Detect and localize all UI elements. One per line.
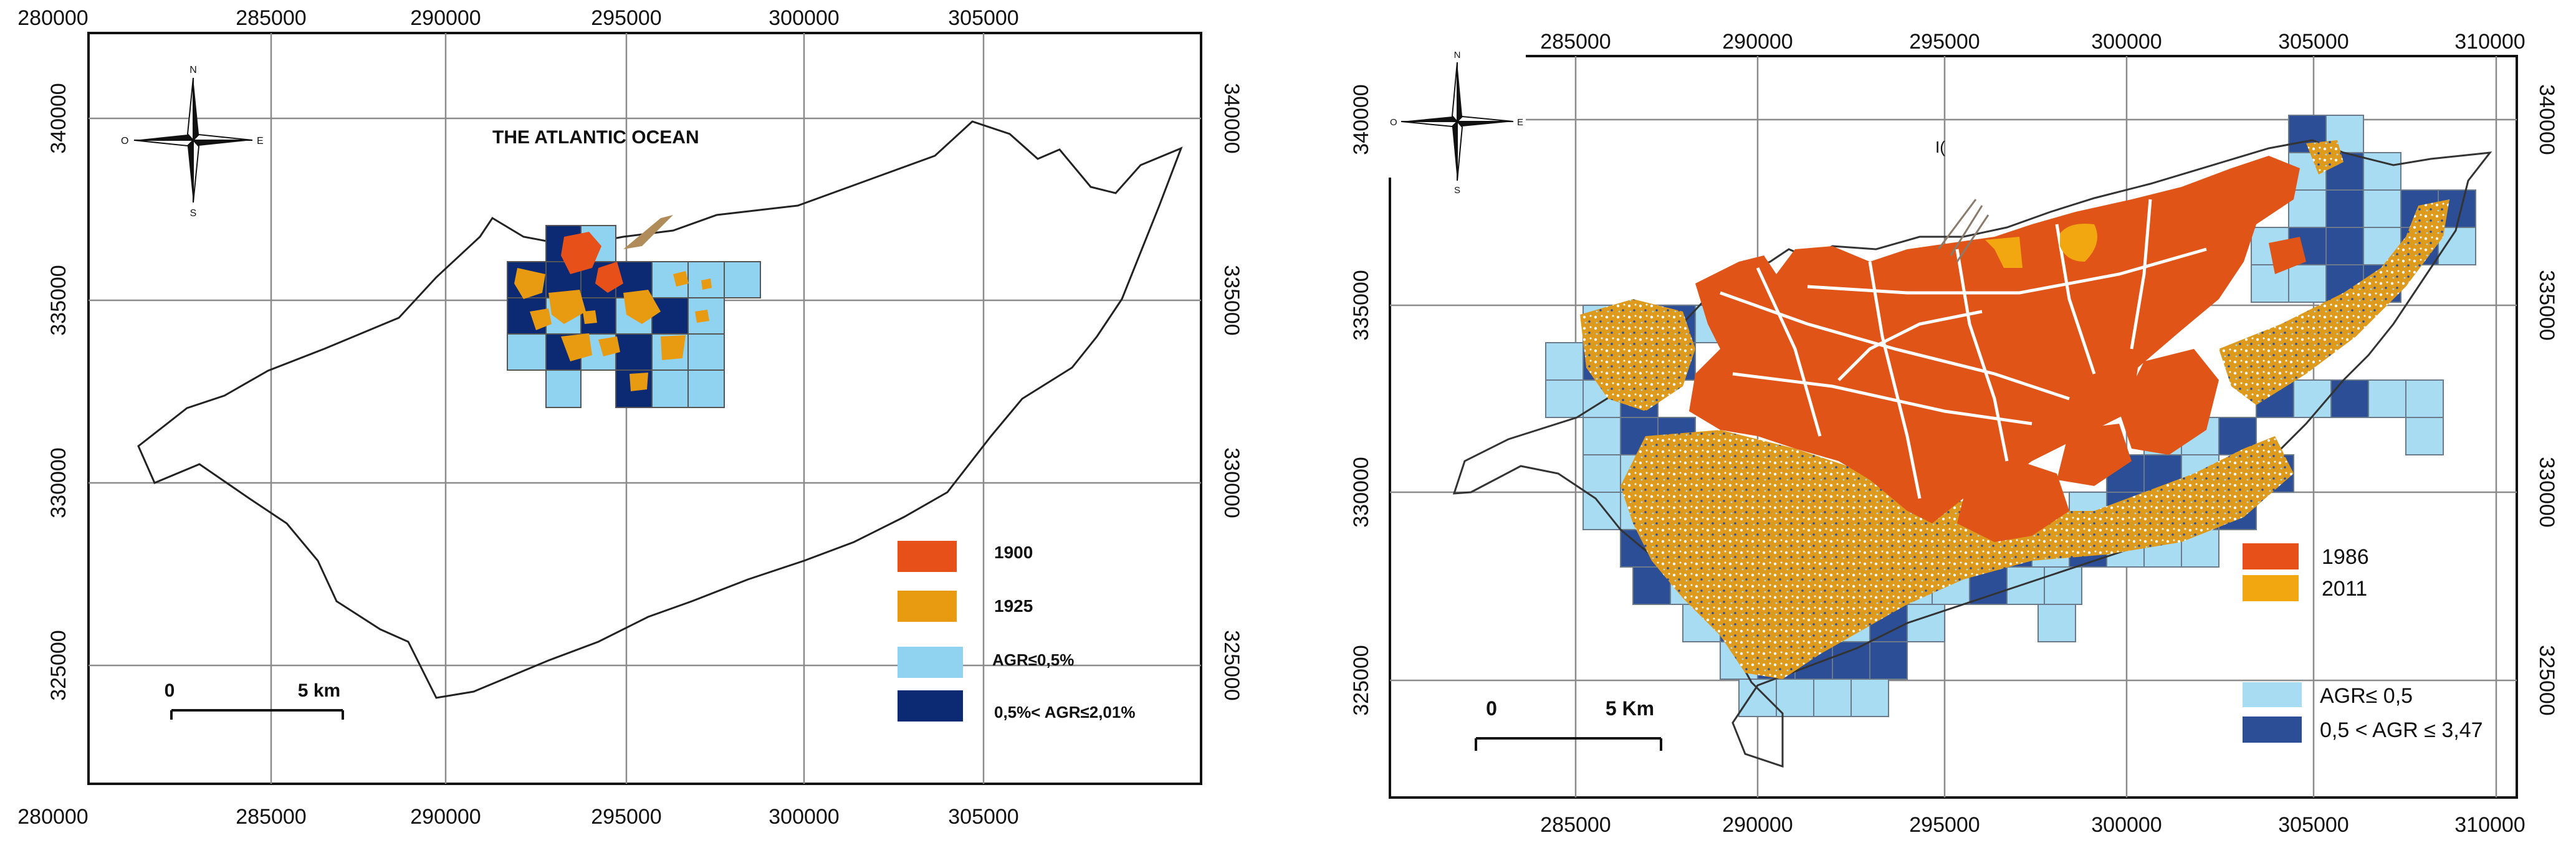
compass-w: O <box>121 136 128 146</box>
map-1-grid <box>89 33 1201 784</box>
legend-label: AGR≤0,5% <box>992 650 1074 669</box>
tick-label: 310000 <box>2454 813 2525 837</box>
map-2-y-ticks-left: 340000 335000 330000 325000 <box>1349 84 1373 715</box>
tick-label: 305000 <box>948 6 1018 30</box>
legend-label: 2011 <box>2322 577 2367 601</box>
ocean-label: THE ATLANTIC OCEAN <box>492 127 699 148</box>
map-2-y-ticks-right: 340000 335000 330000 325000 <box>2535 84 2559 715</box>
map-1-x-ticks-bottom: 280000 285000 290000 295000 300000 30500… <box>17 805 1018 829</box>
tick-label: 300000 <box>2091 813 2162 837</box>
tick-label: 285000 <box>236 805 306 829</box>
compass-e: E <box>1517 117 1523 128</box>
tick-label: 335000 <box>2535 270 2559 340</box>
map-2-legend: 1986 2011 AGR≤ 0,5 0,5 < AGR ≤ 3,47 <box>2243 543 2483 743</box>
tick-label: 305000 <box>948 805 1018 829</box>
tick-label: 330000 <box>2535 457 2559 527</box>
legend-swatch <box>2243 717 2302 743</box>
map-1-boundary <box>137 120 1183 699</box>
tick-label: 330000 <box>1220 447 1243 518</box>
tick-label: 290000 <box>1722 30 1793 54</box>
legend-label: 1900 <box>994 543 1033 562</box>
tick-label: 290000 <box>1722 813 1793 837</box>
map-2-streets <box>1720 199 2207 499</box>
legend-swatch <box>898 690 963 722</box>
tick-label: 305000 <box>2278 813 2349 837</box>
legend-label: 0,5 < AGR ≤ 3,47 <box>2320 718 2483 742</box>
map-1-scale-bar: 0 5 km <box>165 680 344 720</box>
tick-label: 330000 <box>47 447 70 518</box>
map-1-legend: 1900 1925 AGR≤0,5% 0,5%< AGR≤2,01% <box>898 541 1135 722</box>
tick-label: 290000 <box>410 805 481 829</box>
tick-label: 285000 <box>1540 813 1611 837</box>
compass-s: S <box>1454 185 1460 196</box>
scale-end: 5 Km <box>1606 697 1654 720</box>
legend-swatch <box>898 647 963 678</box>
compass-n: N <box>189 65 197 75</box>
compass-rose-icon: N S E O <box>121 65 264 219</box>
tick-label: 325000 <box>1349 645 1373 715</box>
legend-swatch <box>898 541 957 572</box>
tick-label: 335000 <box>1220 265 1243 335</box>
tick-label: 285000 <box>236 6 306 30</box>
map-1-builtup <box>514 215 712 391</box>
compass-rose-icon: N S E O <box>1389 47 1526 196</box>
tick-label: 285000 <box>1540 30 1611 54</box>
legend-label: AGR≤ 0,5 <box>2320 684 2413 708</box>
stray-mark: I( <box>1935 138 1945 156</box>
map-2-x-ticks-top: 285000 290000 295000 300000 305000 31000… <box>1540 30 2525 54</box>
compass-w: O <box>1390 117 1397 128</box>
scale-zero: 0 <box>1486 697 1497 720</box>
tick-label: 295000 <box>591 6 661 30</box>
compass-s: S <box>190 208 197 219</box>
tick-label: 325000 <box>1220 630 1243 700</box>
tick-label: 295000 <box>591 805 661 829</box>
map-2: 285000 290000 295000 300000 305000 31000… <box>1349 30 2559 837</box>
map-2-builtup-2011 <box>1580 140 2449 679</box>
tick-label: 300000 <box>768 805 839 829</box>
tick-label: 335000 <box>1349 270 1373 340</box>
map-1-y-ticks-left: 340000 335000 330000 325000 <box>47 83 70 700</box>
legend-swatch <box>898 591 957 622</box>
tick-label: 310000 <box>2454 30 2525 54</box>
legend-swatch <box>2243 682 2302 707</box>
map-1-y-ticks-right: 340000 335000 330000 325000 <box>1220 83 1243 700</box>
scale-end: 5 km <box>298 680 340 701</box>
tick-label: 340000 <box>2535 84 2559 155</box>
legend-label: 0,5%< AGR≤2,01% <box>994 703 1135 722</box>
tick-label: 340000 <box>1349 84 1373 155</box>
tick-label: 330000 <box>1349 457 1373 527</box>
map-1-frame <box>87 32 1202 785</box>
map-1-x-ticks-top: 280000 285000 290000 295000 300000 30500… <box>17 6 1018 30</box>
tick-label: 305000 <box>2278 30 2349 54</box>
map-2-x-ticks-bottom: 285000 290000 295000 300000 305000 31000… <box>1540 813 2525 837</box>
tick-label: 280000 <box>17 6 88 30</box>
tick-label: 340000 <box>1220 83 1243 153</box>
tick-label: 290000 <box>410 6 481 30</box>
compass-e: E <box>257 136 264 146</box>
tick-label: 295000 <box>1909 30 1980 54</box>
tick-label: 325000 <box>2535 645 2559 715</box>
legend-label: 1986 <box>2322 545 2369 569</box>
tick-label: 300000 <box>2091 30 2162 54</box>
tick-label: 340000 <box>47 83 70 153</box>
scale-zero: 0 <box>165 680 175 701</box>
map-1: 280000 285000 290000 295000 300000 30500… <box>17 6 1243 829</box>
tick-label: 325000 <box>47 630 70 700</box>
tick-label: 295000 <box>1909 813 1980 837</box>
tick-label: 300000 <box>768 6 839 30</box>
tick-label: 335000 <box>47 265 70 335</box>
tick-label: 280000 <box>17 805 88 829</box>
legend-swatch <box>2243 575 2299 601</box>
map-2-scale-bar: 0 5 Km <box>1475 697 1662 751</box>
legend-swatch <box>2243 543 2299 569</box>
legend-label: 1925 <box>994 596 1033 616</box>
compass-n: N <box>1454 50 1461 60</box>
map-2-port <box>1937 199 2097 268</box>
